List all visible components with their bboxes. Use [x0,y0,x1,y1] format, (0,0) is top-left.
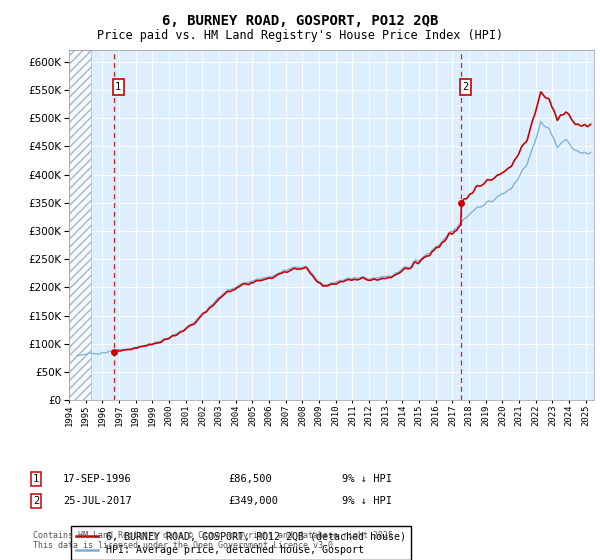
Text: 2: 2 [33,496,39,506]
Text: Contains HM Land Registry data © Crown copyright and database right 2025.
This d: Contains HM Land Registry data © Crown c… [33,530,398,550]
Text: 17-SEP-1996: 17-SEP-1996 [63,474,132,484]
Text: 1: 1 [33,474,39,484]
Text: £349,000: £349,000 [228,496,278,506]
Text: Price paid vs. HM Land Registry's House Price Index (HPI): Price paid vs. HM Land Registry's House … [97,29,503,42]
Text: 9% ↓ HPI: 9% ↓ HPI [342,474,392,484]
Point [457,199,466,208]
Text: £86,500: £86,500 [228,474,272,484]
Point [109,347,119,356]
Bar [69,50,91,400]
Text: 1: 1 [115,82,121,92]
Text: 2: 2 [463,82,469,92]
Legend: 6, BURNEY ROAD, GOSPORT, PO12 2QB (detached house), HPI: Average price, detached: 6, BURNEY ROAD, GOSPORT, PO12 2QB (detac… [71,526,412,560]
Text: 25-JUL-2017: 25-JUL-2017 [63,496,132,506]
Text: 9% ↓ HPI: 9% ↓ HPI [342,496,392,506]
Text: 6, BURNEY ROAD, GOSPORT, PO12 2QB: 6, BURNEY ROAD, GOSPORT, PO12 2QB [162,14,438,28]
